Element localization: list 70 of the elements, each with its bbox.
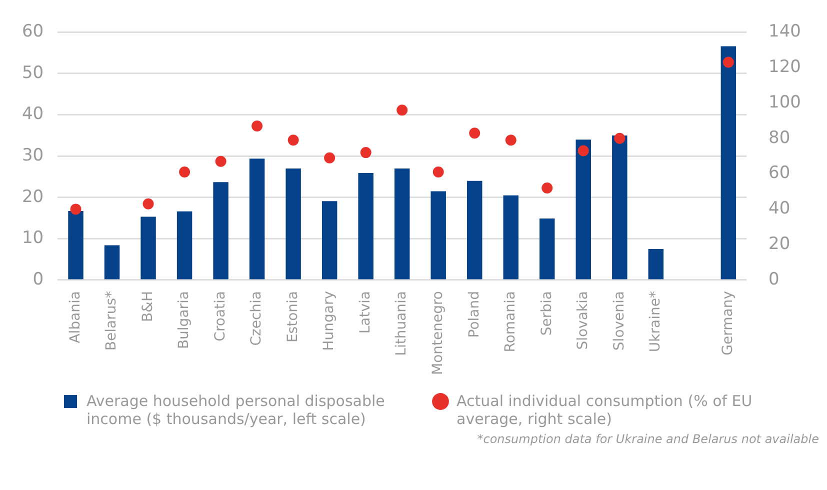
point bbox=[215, 156, 226, 167]
bar bbox=[612, 135, 628, 280]
y-tick-label: 50 bbox=[22, 62, 44, 83]
bar bbox=[503, 195, 518, 280]
point bbox=[542, 182, 553, 194]
bar bbox=[540, 218, 555, 280]
legend-label: Actual individual consumption (% of EU average, right scale) bbox=[456, 392, 754, 428]
bar bbox=[176, 211, 192, 280]
x-tick-label: Slovenia bbox=[611, 290, 628, 351]
x-tick-label: B&H bbox=[140, 290, 156, 322]
x-tick-label: Estonia bbox=[284, 290, 301, 343]
point bbox=[360, 147, 372, 158]
y2-tick-label: 100 bbox=[768, 92, 802, 112]
y-tick-label: 10 bbox=[22, 228, 44, 248]
bar bbox=[286, 168, 301, 280]
y2-tick-label: 80 bbox=[768, 128, 790, 148]
point bbox=[578, 145, 589, 156]
x-tick-label: Germany bbox=[720, 290, 736, 356]
x-tick-label: Czechia bbox=[248, 290, 265, 346]
point bbox=[179, 166, 190, 178]
bar bbox=[466, 180, 482, 280]
point bbox=[469, 128, 480, 139]
x-tick-label: Albania bbox=[67, 290, 84, 344]
bar bbox=[358, 173, 374, 280]
x-tick-label: Serbia bbox=[538, 290, 555, 336]
point bbox=[288, 134, 299, 146]
x-tick-label: Montenegro bbox=[430, 290, 446, 376]
x-tick-label: Romania bbox=[502, 290, 519, 352]
x-tick-label: Poland bbox=[466, 290, 482, 338]
bar bbox=[140, 216, 156, 280]
x-tick-label: Belarus* bbox=[104, 290, 120, 351]
legend-label: Average household personal disposable income ($ thousands/year, left scale) bbox=[86, 392, 386, 428]
y-tick-label: 0 bbox=[32, 269, 44, 290]
point bbox=[722, 56, 734, 68]
point bbox=[142, 198, 154, 210]
x-tick-label: Slovakia bbox=[575, 290, 592, 350]
bar bbox=[213, 182, 228, 280]
point bbox=[396, 104, 408, 116]
x-tick-label: Bulgaria bbox=[176, 290, 192, 350]
y2-tick-label: 40 bbox=[768, 198, 790, 219]
bar bbox=[430, 191, 446, 280]
y2-tick-label: 60 bbox=[768, 163, 790, 184]
bar bbox=[648, 249, 664, 280]
x-tick-label: Lithuania bbox=[394, 290, 410, 356]
y-tick-label: 60 bbox=[22, 22, 44, 42]
y-tick-label: 30 bbox=[22, 146, 44, 166]
point bbox=[252, 120, 263, 132]
bar bbox=[576, 140, 591, 280]
y-tick-label: 40 bbox=[22, 104, 44, 124]
point bbox=[70, 204, 82, 215]
y-tick-label: 20 bbox=[22, 186, 44, 207]
x-tick-label: Hungary bbox=[321, 290, 338, 351]
y2-tick-label: 0 bbox=[768, 269, 780, 290]
bar bbox=[104, 245, 120, 280]
bar bbox=[394, 168, 410, 280]
bar bbox=[68, 211, 84, 280]
x-tick-label: Latvia bbox=[357, 290, 374, 334]
point bbox=[432, 166, 444, 178]
y2-tick-label: 140 bbox=[768, 22, 802, 42]
point bbox=[324, 152, 336, 164]
y2-tick-label: 20 bbox=[768, 234, 790, 254]
bar bbox=[720, 46, 736, 280]
x-tick-label: Ukraine* bbox=[648, 290, 664, 352]
y2-tick-label: 120 bbox=[768, 57, 802, 78]
bar bbox=[322, 201, 338, 280]
x-tick-label: Croatia bbox=[212, 290, 228, 342]
text: *consumption data for Ukraine and Belarus not available bbox=[476, 432, 819, 446]
point bbox=[505, 134, 516, 146]
point bbox=[614, 132, 626, 144]
bar bbox=[249, 158, 265, 280]
